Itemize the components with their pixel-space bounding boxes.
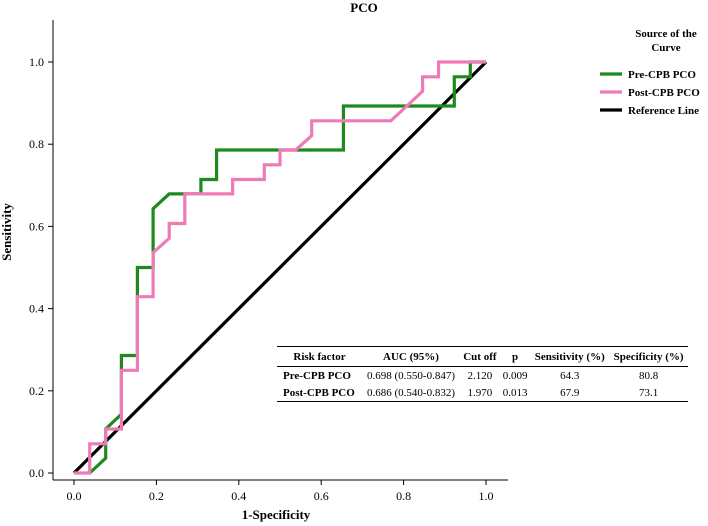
x-tick-label: 0.6 bbox=[314, 489, 329, 503]
table-header-row: Risk factor AUC (95%) Cut off p Sensitivity … bbox=[277, 346, 688, 367]
table-cell: 0.698 (0.550-0.847) bbox=[367, 370, 455, 382]
x-tick-label: 1.0 bbox=[479, 489, 494, 503]
y-tick-label: 0.0 bbox=[29, 466, 44, 480]
table-cell: 2.120 bbox=[467, 370, 493, 382]
x-axis-label: 1-Specificity bbox=[242, 507, 311, 522]
series-line-pre-cpb-pco bbox=[88, 60, 486, 475]
legend-label: Pre-CPB PCO bbox=[628, 69, 696, 81]
table-header-cell: p bbox=[499, 346, 531, 367]
legend-label: Reference Line bbox=[628, 105, 699, 117]
series-line-post-cpb-pco bbox=[74, 60, 486, 475]
y-tick-label: 0.6 bbox=[29, 219, 44, 233]
table-row: Post-CPB PCO 0.686 (0.540-0.832) 1.970 0.01… bbox=[277, 384, 688, 402]
table-cell: 0.009 bbox=[502, 370, 528, 382]
chart-title: PCO bbox=[350, 0, 377, 15]
table-cell: 64.3 bbox=[560, 370, 580, 382]
legend-title: Source of the bbox=[635, 28, 697, 40]
table-cell: 1.970 bbox=[460, 384, 500, 402]
y-tick-label: 0.2 bbox=[29, 384, 44, 398]
table-header-cell: Specificity (%) bbox=[609, 346, 688, 367]
table-header-cell: Risk factor bbox=[277, 346, 362, 367]
table-header-cell: Cut off bbox=[460, 346, 500, 367]
x-tick-label: 0.4 bbox=[231, 489, 246, 503]
y-tick-label: 1.0 bbox=[29, 55, 44, 69]
table-cell: 0.013 bbox=[499, 384, 531, 402]
legend-label: Post-CPB PCO bbox=[628, 87, 700, 99]
legend: Source of the Curve Pre-CPB PCO Post-CPB … bbox=[600, 28, 700, 117]
y-axis-label: Sensitivity bbox=[0, 203, 14, 261]
table-cell: 0.686 (0.540-0.832) bbox=[362, 384, 460, 402]
x-tick-label: 0.8 bbox=[396, 489, 411, 503]
table-cell: 80.8 bbox=[638, 370, 659, 382]
table-cell: 67.9 bbox=[530, 384, 610, 402]
series-line-reference-line bbox=[72, 60, 488, 475]
legend-title-line2: Curve bbox=[651, 42, 680, 54]
statistics-table: Risk factor AUC (95%) Cut off p Sensitivity … bbox=[277, 346, 688, 402]
y-tick-label: 0.4 bbox=[29, 302, 44, 316]
table-row-label: Pre-CPB PCO bbox=[283, 370, 351, 382]
x-tick-label: 0.0 bbox=[67, 489, 82, 503]
table-header-cell: Sensitivity (%) bbox=[530, 346, 610, 367]
x-tick-label: 0.2 bbox=[149, 489, 164, 503]
table-row-label: Post-CPB PCO bbox=[277, 384, 362, 402]
table-row: Pre-CPB PCO 0.698 (0.550-0.847) 2.120 0.009… bbox=[277, 367, 688, 385]
table-cell: 73.1 bbox=[609, 384, 688, 402]
y-tick-label: 0.8 bbox=[29, 137, 44, 151]
table-header-cell: AUC (95%) bbox=[362, 346, 460, 367]
